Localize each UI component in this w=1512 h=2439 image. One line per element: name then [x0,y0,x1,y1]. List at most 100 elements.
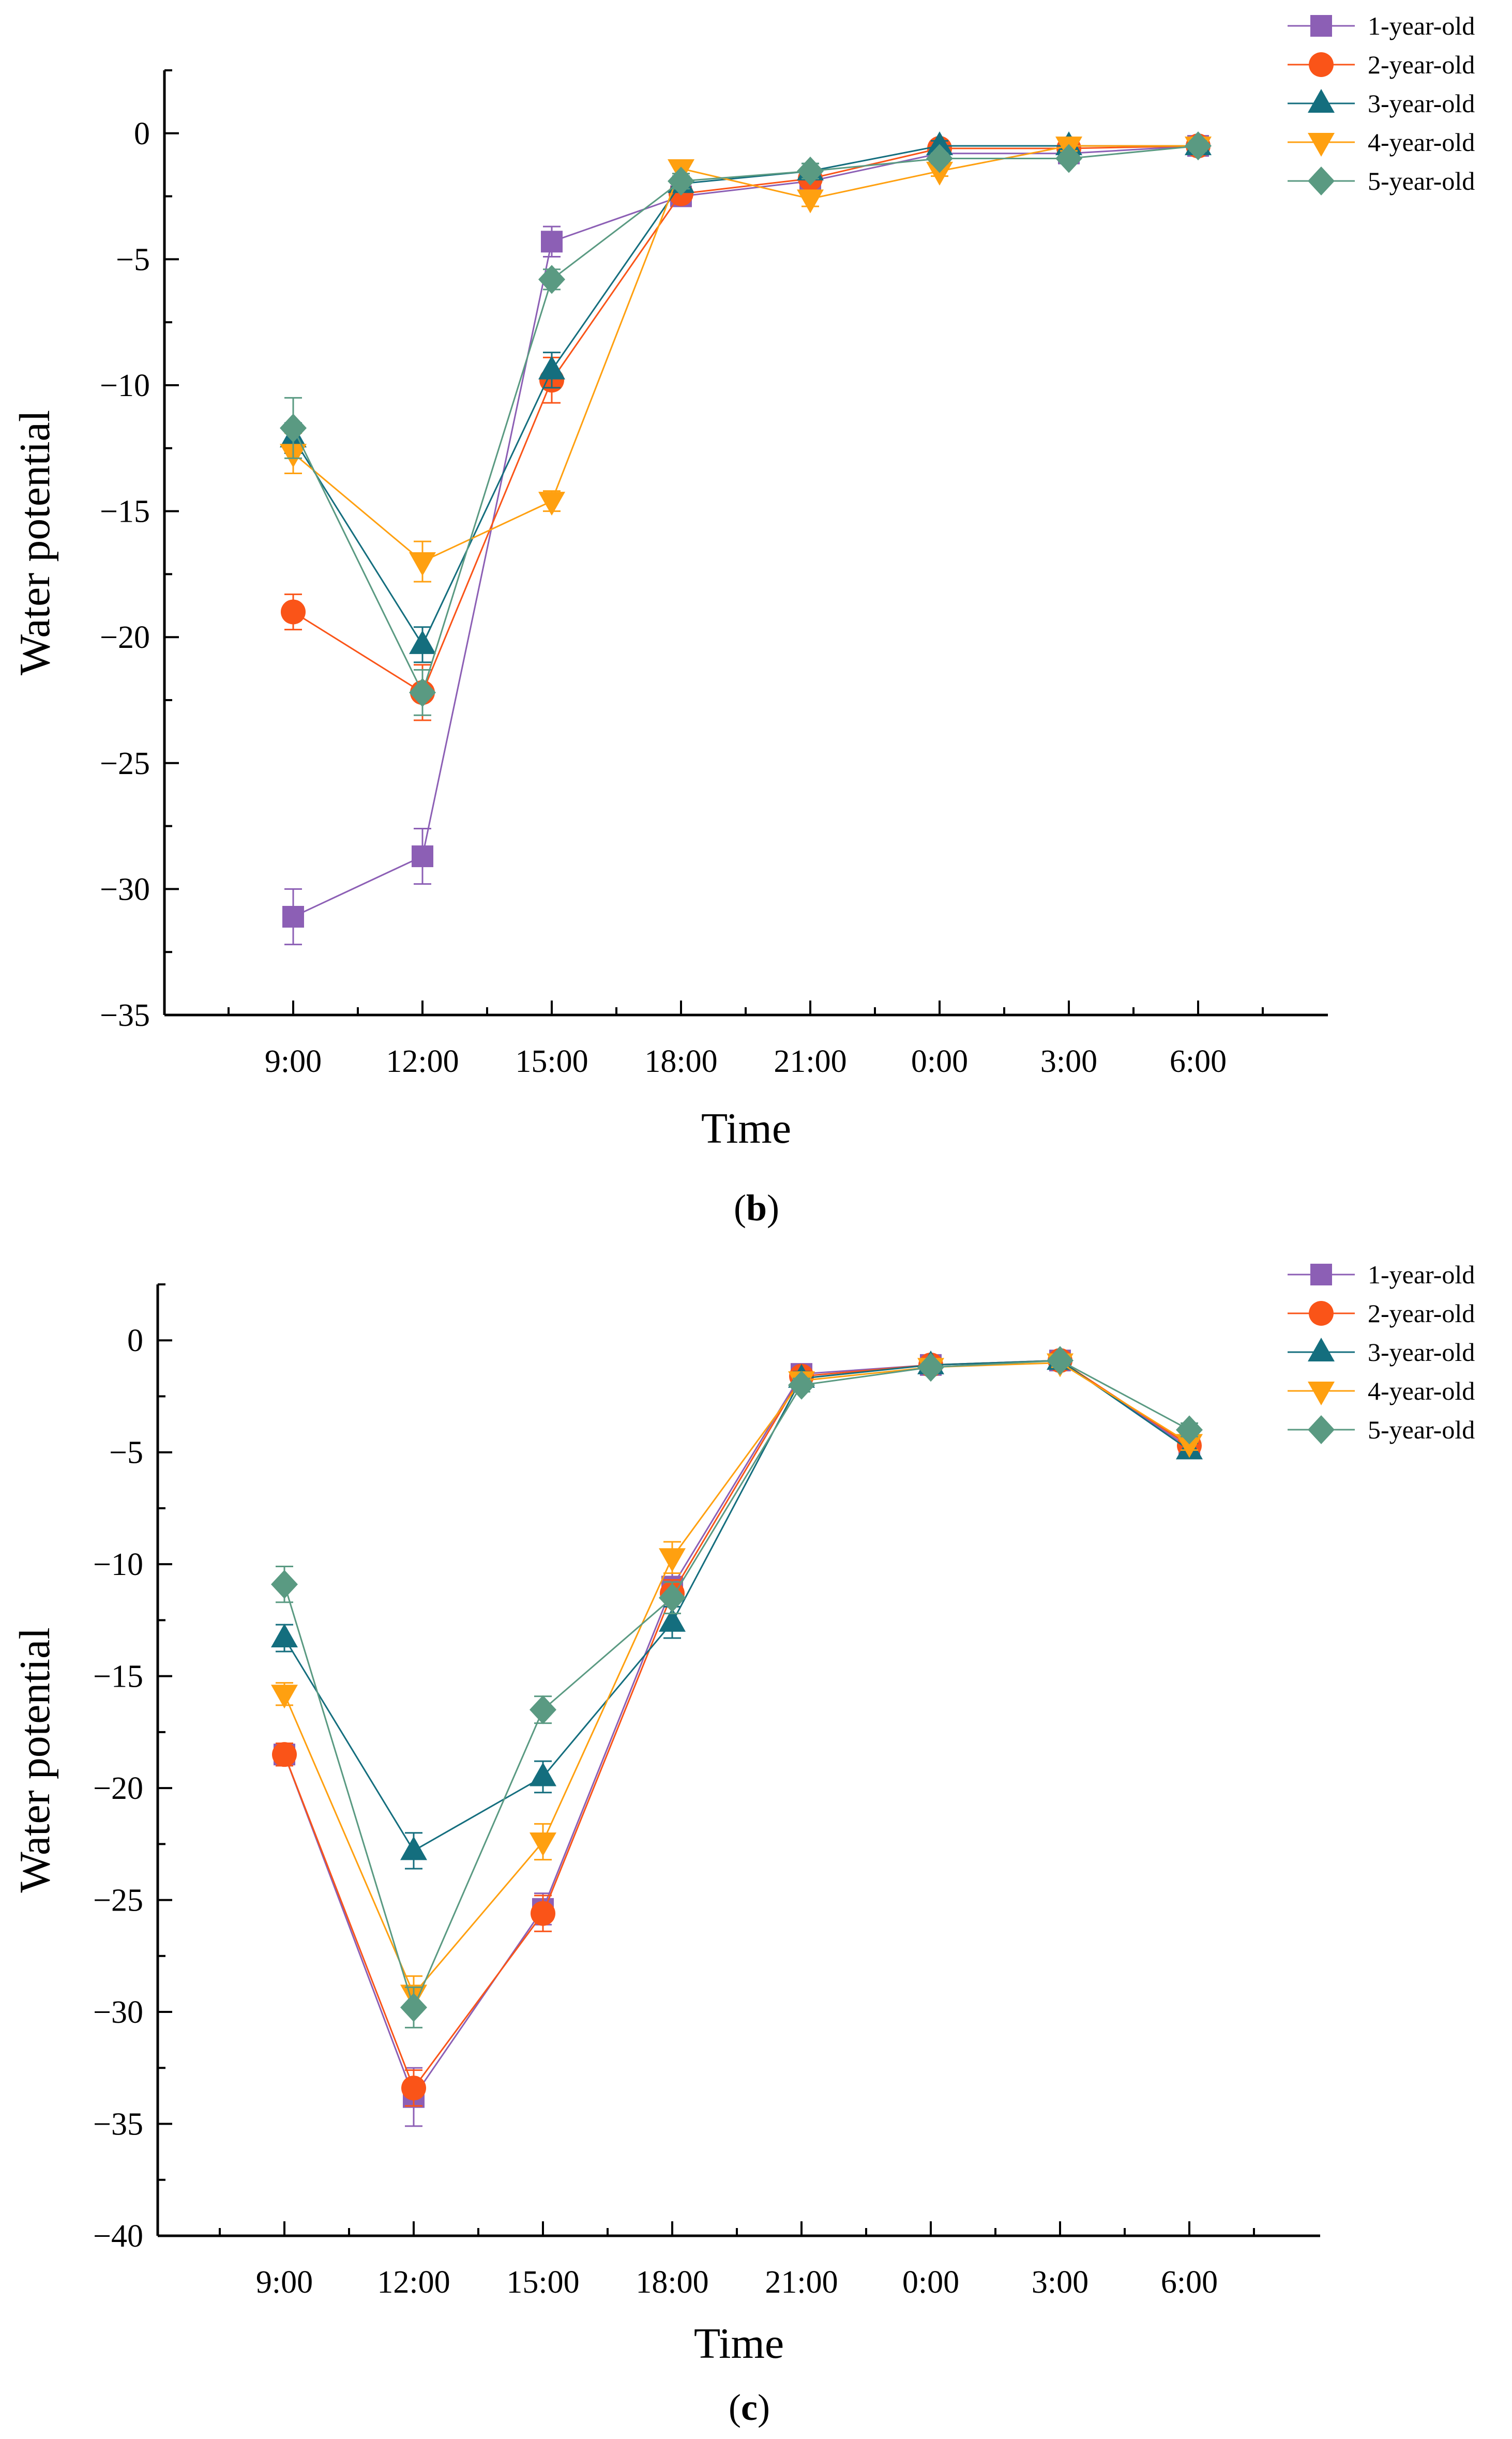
y-tick-label: −35 [93,2107,143,2142]
legend-entry: 2-year-old [1288,50,1475,79]
data-point [917,1353,944,1382]
series-line [293,145,1199,694]
data-point [1176,1434,1203,1458]
legend-marker [1310,1264,1332,1285]
data-point [659,1608,686,1632]
y-tick-label: −20 [100,620,150,655]
legend-label: 3-year-old [1368,1338,1475,1367]
y-axis-title: Water potential [11,410,59,675]
data-point [531,1901,555,1926]
data-point [926,161,953,186]
legend-label: 5-year-old [1368,166,1475,195]
data-point [1055,144,1082,173]
y-tick-label: −35 [100,998,150,1033]
data-point [668,166,694,196]
legend-marker [1310,15,1332,37]
series-line [283,1359,1190,1852]
legend-label: 2-year-old [1368,50,1475,79]
x-tick-label: 18:00 [644,1044,717,1079]
data-point [409,630,436,654]
legend-entry: 3-year-old [1288,1338,1475,1367]
chart-panel-c: 0 −5 −10 −15 −20 −25 −30 −35 −40 9:00 12:00 15:00 18… [11,1260,1475,2428]
data-point [271,1624,298,1648]
series-line [292,145,1198,646]
x-tick-label: 21:00 [774,1044,846,1079]
legend-label: 4-year-old [1368,128,1475,157]
series-line [283,1362,1190,1996]
y-tick-label: −25 [93,1883,143,1918]
series-1-year-old [282,135,1209,946]
y-tick-label: −15 [93,1659,143,1694]
legend-entry: 4-year-old [1288,1376,1475,1405]
x-tick-label: 12:00 [377,2265,450,2300]
legend-label: 1-year-old [1368,11,1475,40]
data-point [272,1742,297,1767]
data-point [1185,131,1212,161]
legend-marker [1308,1382,1335,1405]
series-line [293,145,1198,563]
series-line [292,145,1199,695]
legend-label: 4-year-old [1368,1376,1475,1405]
legend-entry: 5-year-old [1288,1415,1475,1444]
chart-panel-b: 0 −5 −10 −15 −20 −25 −30 −35 9:00 12:00 15:00 18:00… [11,11,1475,1229]
data-point [409,552,436,577]
x-tick-label: 3:00 [1032,2265,1088,2300]
data-point [1176,1415,1203,1445]
data-point [400,1836,427,1860]
data-point [797,189,824,214]
series-line [283,1359,1190,2010]
y-tick-label: −20 [93,1771,143,1806]
y-tick-label: −30 [100,872,150,907]
series-line [293,145,1199,918]
x-tick-label: 3:00 [1040,1044,1097,1079]
data-point [659,1548,686,1572]
y-tick-label: −10 [100,368,150,403]
data-point [926,131,953,156]
x-tick-label: 12:00 [386,1044,459,1079]
data-point [538,265,565,294]
x-axis-title: Time [701,1104,791,1153]
y-tick-label: −5 [109,1435,143,1471]
data-point [530,1695,556,1724]
x-tick-label: 21:00 [765,2265,838,2300]
data-point [797,156,824,186]
data-point [530,1832,556,1857]
x-tick-label: 0:00 [902,2265,959,2300]
panel-label: (b) [734,1187,779,1229]
x-tick-label: 15:00 [506,2265,579,2300]
legend-label: 5-year-old [1368,1415,1475,1444]
y-tick-label: −40 [93,2219,143,2254]
legend-entry: 1-year-old [1288,1260,1475,1289]
legend-entry: 5-year-old [1288,166,1475,195]
legend-marker [1309,1301,1334,1326]
series-4-year-old [280,137,1212,583]
data-point [409,678,436,707]
data-point [271,1685,298,1709]
legend-marker [1308,1415,1335,1444]
y-tick-label: −5 [116,242,150,277]
legend-marker [1308,89,1335,113]
x-tick-label: 15:00 [515,1044,588,1079]
y-tick-label: −10 [93,1547,143,1582]
y-tick-label: −25 [100,746,150,781]
series-5-year-old [271,1346,1203,2028]
data-point [281,599,306,625]
data-point [282,905,304,928]
legend-marker [1309,52,1334,77]
x-tick-label: 9:00 [265,1044,322,1079]
legend-label: 3-year-old [1368,89,1475,118]
legend-entry: 1-year-old [1288,11,1475,40]
series-2-year-old [281,133,1211,721]
data-point [788,1370,815,1400]
y-tick-label: 0 [127,1323,143,1358]
y-tick-label: −30 [93,1995,143,2030]
series-5-year-old [280,131,1212,716]
data-point [401,2076,426,2101]
data-point [271,1570,298,1599]
x-tick-label: 9:00 [256,2265,313,2300]
legend-marker [1308,133,1335,157]
data-point [659,1583,686,1613]
legend-label: 2-year-old [1368,1299,1475,1328]
y-axis-title: Water potential [11,1627,59,1892]
